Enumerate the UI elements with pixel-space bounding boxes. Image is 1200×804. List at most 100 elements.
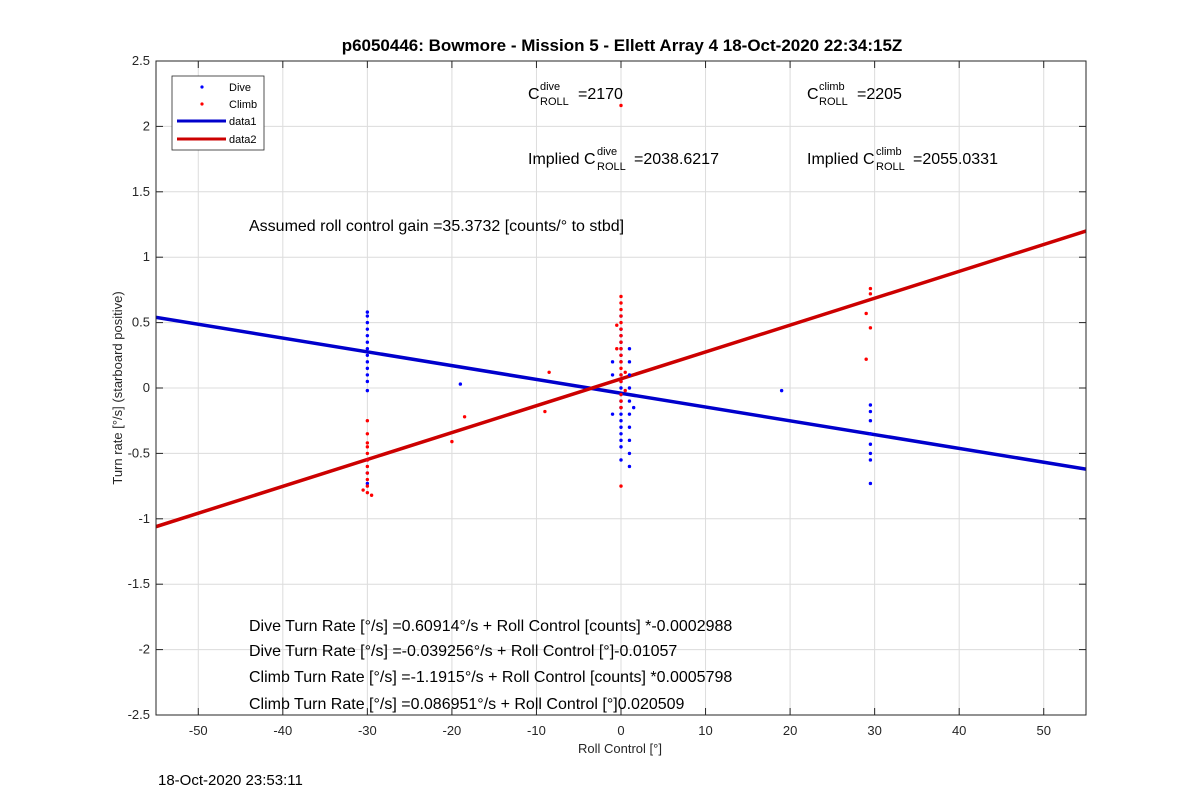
series-layer <box>156 103 1086 529</box>
x-tick-label: -20 <box>443 723 462 738</box>
point-climb <box>619 379 623 384</box>
point-climb <box>619 301 623 305</box>
point-dive <box>627 412 632 416</box>
x-tick-label: -10 <box>527 723 546 738</box>
annotation-implied-climb: Implied C climb ROLL =2055.0331 <box>807 146 998 173</box>
point-climb <box>619 405 623 410</box>
point-climb <box>365 471 370 475</box>
point-climb <box>619 320 623 325</box>
annotation-gain: Assumed roll control gain =35.3732 [coun… <box>249 218 624 235</box>
svg-text:ROLL: ROLL <box>819 96 848 108</box>
y-tick-label: 2 <box>143 118 150 133</box>
x-tick-label: -40 <box>273 723 292 738</box>
x-tick-label: -30 <box>358 723 377 738</box>
point-climb <box>361 488 365 492</box>
point-climb <box>868 326 873 330</box>
point-climb <box>864 311 868 316</box>
point-dive <box>868 481 873 486</box>
svg-text:=2205: =2205 <box>857 86 902 103</box>
point-climb <box>619 366 623 371</box>
point-dive <box>365 320 370 325</box>
point-dive <box>610 360 615 364</box>
point-climb <box>619 294 623 299</box>
point-dive <box>627 438 632 443</box>
point-dive <box>627 373 632 377</box>
point-dive <box>619 445 623 449</box>
svg-text:dive: dive <box>540 81 560 93</box>
point-climb <box>547 370 551 375</box>
series-line-data2 <box>156 229 1086 529</box>
point-dive <box>868 432 873 436</box>
legend-label-data2: data2 <box>229 134 257 146</box>
point-climb <box>619 333 623 338</box>
point-dive <box>365 388 370 393</box>
y-tick-label: 2.5 <box>132 53 150 68</box>
point-dive <box>365 347 370 351</box>
point-dive <box>868 403 873 407</box>
y-tick-label: -2 <box>138 642 150 657</box>
point-dive <box>610 373 615 377</box>
svg-text:ROLL: ROLL <box>540 96 569 108</box>
annotation-fit-dive-counts: Dive Turn Rate [°/s] =0.60914°/s + Roll … <box>249 618 732 635</box>
legend: Dive Climb data1 data2 <box>171 75 265 151</box>
point-dive <box>610 412 615 416</box>
svg-text:ROLL: ROLL <box>597 161 626 173</box>
annotation-fit-climb-deg: Climb Turn Rate [°/s] =0.086951°/s + Rol… <box>249 696 685 713</box>
point-climb <box>615 323 619 327</box>
point-climb <box>365 432 370 436</box>
point-dive <box>627 464 632 469</box>
point-dive <box>619 419 623 423</box>
point-dive <box>619 412 623 416</box>
point-dive <box>868 409 873 414</box>
x-tick-label: 40 <box>952 723 966 738</box>
point-climb <box>619 399 623 403</box>
annotation-c-roll-dive: C dive ROLL =2170 <box>528 81 623 108</box>
point-climb <box>619 327 623 331</box>
svg-text:C: C <box>528 86 540 103</box>
point-climb <box>365 490 370 495</box>
y-tick-label: 0 <box>143 380 150 395</box>
point-climb <box>619 340 623 344</box>
point-dive <box>619 386 623 390</box>
y-tick-label: 1.5 <box>132 184 150 199</box>
annotation-fit-dive-deg: Dive Turn Rate [°/s] =-0.039256°/s + Rol… <box>249 643 677 660</box>
annotation-implied-dive: Implied C dive ROLL =2038.6217 <box>528 146 719 173</box>
point-climb <box>868 286 873 291</box>
y-tick-label: -2.5 <box>128 707 150 722</box>
y-axis-label: Turn rate [°/s] (starboard positive) <box>110 291 125 484</box>
svg-text:=2038.6217: =2038.6217 <box>634 151 719 168</box>
x-tick-label: -50 <box>189 723 208 738</box>
y-tick-label: -1 <box>138 511 150 526</box>
point-dive <box>365 333 370 338</box>
timestamp: 18-Oct-2020 23:53:11 <box>158 772 303 789</box>
point-dive <box>365 327 370 331</box>
point-dive <box>627 425 632 429</box>
point-climb <box>619 360 623 364</box>
point-dive <box>365 373 370 377</box>
svg-text:Implied C: Implied C <box>528 151 596 168</box>
point-climb <box>623 388 627 393</box>
point-climb <box>365 451 370 456</box>
x-tick-label: 20 <box>783 723 797 738</box>
svg-text:=2055.0331: =2055.0331 <box>913 151 998 168</box>
point-climb <box>450 439 454 444</box>
svg-text:C: C <box>807 86 819 103</box>
point-dive <box>868 442 873 446</box>
y-tick-label: 1 <box>143 249 150 264</box>
point-dive <box>627 399 632 403</box>
chart-title: p6050446: Bowmore - Mission 5 - Ellett A… <box>342 36 903 55</box>
point-climb <box>365 464 370 469</box>
point-climb <box>619 103 623 108</box>
svg-text:=2170: =2170 <box>578 86 623 103</box>
y-tick-label: -1.5 <box>128 576 150 591</box>
point-dive <box>365 366 370 371</box>
point-dive <box>627 347 632 351</box>
point-dive <box>365 360 370 364</box>
point-dive <box>631 405 636 410</box>
point-climb <box>619 347 623 351</box>
point-dive <box>627 386 632 390</box>
point-dive <box>619 425 623 429</box>
point-dive <box>365 310 370 314</box>
point-dive <box>619 458 623 462</box>
svg-text:dive: dive <box>597 146 617 158</box>
